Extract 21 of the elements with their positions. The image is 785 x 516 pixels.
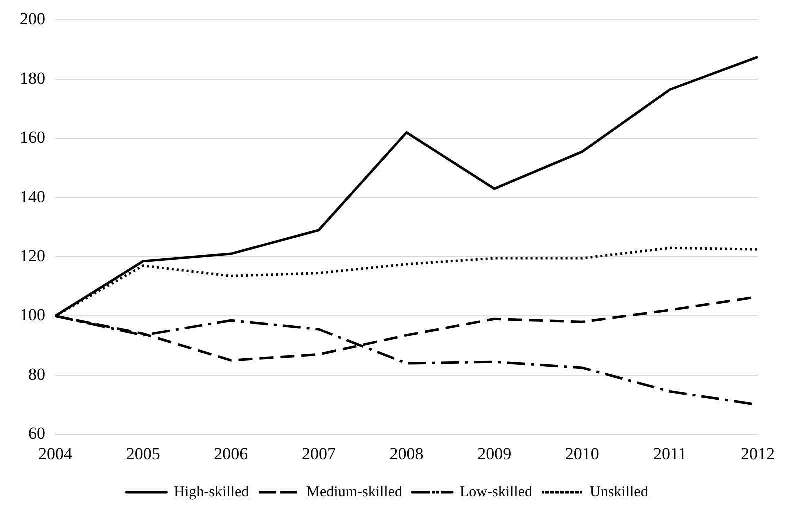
- y-tick-label: 100: [20, 306, 46, 325]
- x-tick-label: 2009: [478, 444, 512, 464]
- y-tick-label: 60: [28, 424, 46, 444]
- y-tick-label: 160: [20, 128, 46, 148]
- x-tick-label: 2008: [390, 444, 424, 464]
- x-tick-label: 2005: [126, 444, 160, 464]
- legend-label: Low-skilled: [460, 484, 533, 500]
- x-tick-label: 2007: [302, 444, 336, 464]
- y-tick-label: 120: [20, 246, 46, 266]
- y-tick-label: 140: [20, 187, 46, 206]
- y-tick-label: 200: [20, 10, 46, 29]
- y-tick-label: 180: [20, 68, 46, 88]
- x-tick-label: 2004: [38, 444, 73, 464]
- x-tick-label: 2012: [741, 444, 775, 464]
- legend-label: Unskilled: [590, 484, 649, 500]
- legend-label: Medium-skilled: [306, 484, 403, 500]
- x-tick-label: 2006: [214, 444, 248, 464]
- x-tick-label: 2011: [654, 444, 687, 464]
- y-tick-label: 80: [28, 364, 46, 384]
- legend-label: High-skilled: [174, 484, 250, 500]
- x-tick-label: 2010: [565, 444, 600, 464]
